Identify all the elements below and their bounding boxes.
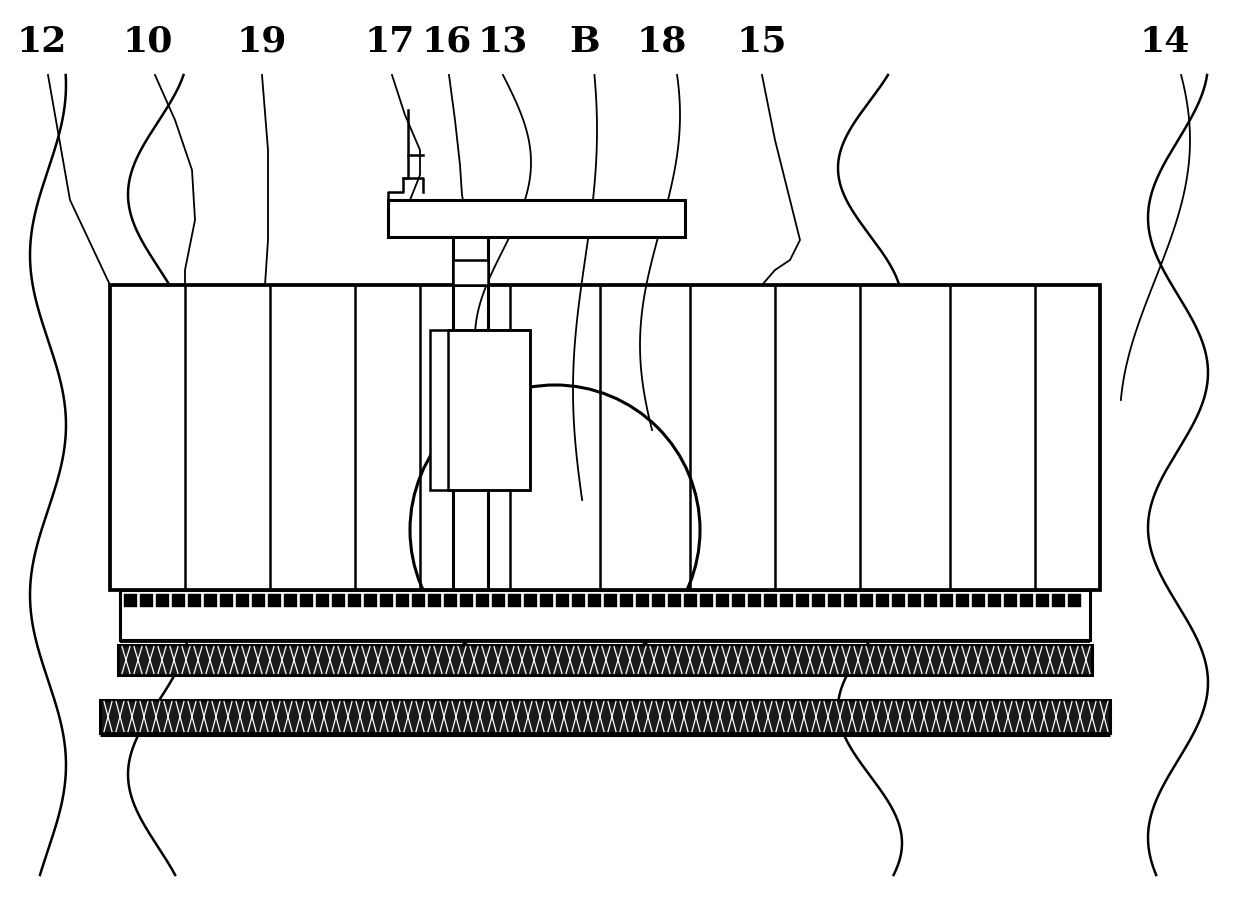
- Bar: [956, 594, 968, 607]
- Text: 16: 16: [422, 25, 472, 59]
- Bar: [388, 200, 684, 237]
- Bar: [892, 594, 905, 607]
- Bar: [412, 594, 425, 607]
- Bar: [448, 330, 529, 490]
- Bar: [1035, 594, 1049, 607]
- Bar: [219, 594, 233, 607]
- Bar: [156, 594, 169, 607]
- Bar: [588, 594, 601, 607]
- Bar: [732, 594, 745, 607]
- Bar: [100, 700, 1110, 733]
- Bar: [652, 594, 665, 607]
- Bar: [636, 594, 649, 607]
- Text: 18: 18: [637, 25, 687, 59]
- Bar: [124, 594, 136, 607]
- Bar: [988, 594, 1001, 607]
- Bar: [539, 594, 553, 607]
- Bar: [300, 594, 312, 607]
- Bar: [620, 594, 632, 607]
- Bar: [604, 594, 618, 607]
- Bar: [748, 594, 761, 607]
- Bar: [379, 594, 393, 607]
- Text: 14: 14: [1140, 25, 1190, 59]
- Text: 12: 12: [17, 25, 67, 59]
- Bar: [940, 594, 954, 607]
- Bar: [444, 594, 458, 607]
- Bar: [701, 594, 713, 607]
- Bar: [365, 594, 377, 607]
- Bar: [796, 594, 808, 607]
- Text: B: B: [569, 25, 600, 59]
- Bar: [828, 594, 841, 607]
- Bar: [572, 594, 585, 607]
- Bar: [908, 594, 921, 607]
- Bar: [236, 594, 249, 607]
- Bar: [268, 594, 281, 607]
- Bar: [684, 594, 697, 607]
- Bar: [140, 594, 153, 607]
- Bar: [1052, 594, 1065, 607]
- Bar: [284, 594, 298, 607]
- Bar: [556, 594, 569, 607]
- Bar: [764, 594, 777, 607]
- Bar: [188, 594, 201, 607]
- Bar: [1021, 594, 1033, 607]
- Bar: [924, 594, 937, 607]
- Bar: [430, 330, 529, 490]
- Bar: [1004, 594, 1017, 607]
- Bar: [205, 594, 217, 607]
- Bar: [476, 594, 489, 607]
- Bar: [668, 594, 681, 607]
- Bar: [715, 594, 729, 607]
- Bar: [525, 594, 537, 607]
- Bar: [428, 594, 441, 607]
- Bar: [120, 590, 1090, 640]
- Text: 13: 13: [477, 25, 528, 59]
- Text: 15: 15: [737, 25, 787, 59]
- Bar: [453, 260, 489, 285]
- Bar: [508, 594, 521, 607]
- Bar: [812, 594, 825, 607]
- Bar: [861, 594, 873, 607]
- Text: 10: 10: [123, 25, 174, 59]
- Bar: [844, 594, 857, 607]
- Bar: [460, 594, 472, 607]
- Bar: [172, 594, 185, 607]
- Bar: [348, 594, 361, 607]
- Bar: [118, 645, 1092, 675]
- Bar: [110, 285, 1100, 590]
- Text: 17: 17: [365, 25, 415, 59]
- Text: 19: 19: [237, 25, 288, 59]
- Bar: [332, 594, 345, 607]
- Bar: [396, 594, 409, 607]
- Bar: [492, 594, 505, 607]
- Bar: [316, 594, 329, 607]
- Bar: [1068, 594, 1081, 607]
- Bar: [252, 594, 265, 607]
- Bar: [875, 594, 889, 607]
- Bar: [780, 594, 794, 607]
- Bar: [972, 594, 985, 607]
